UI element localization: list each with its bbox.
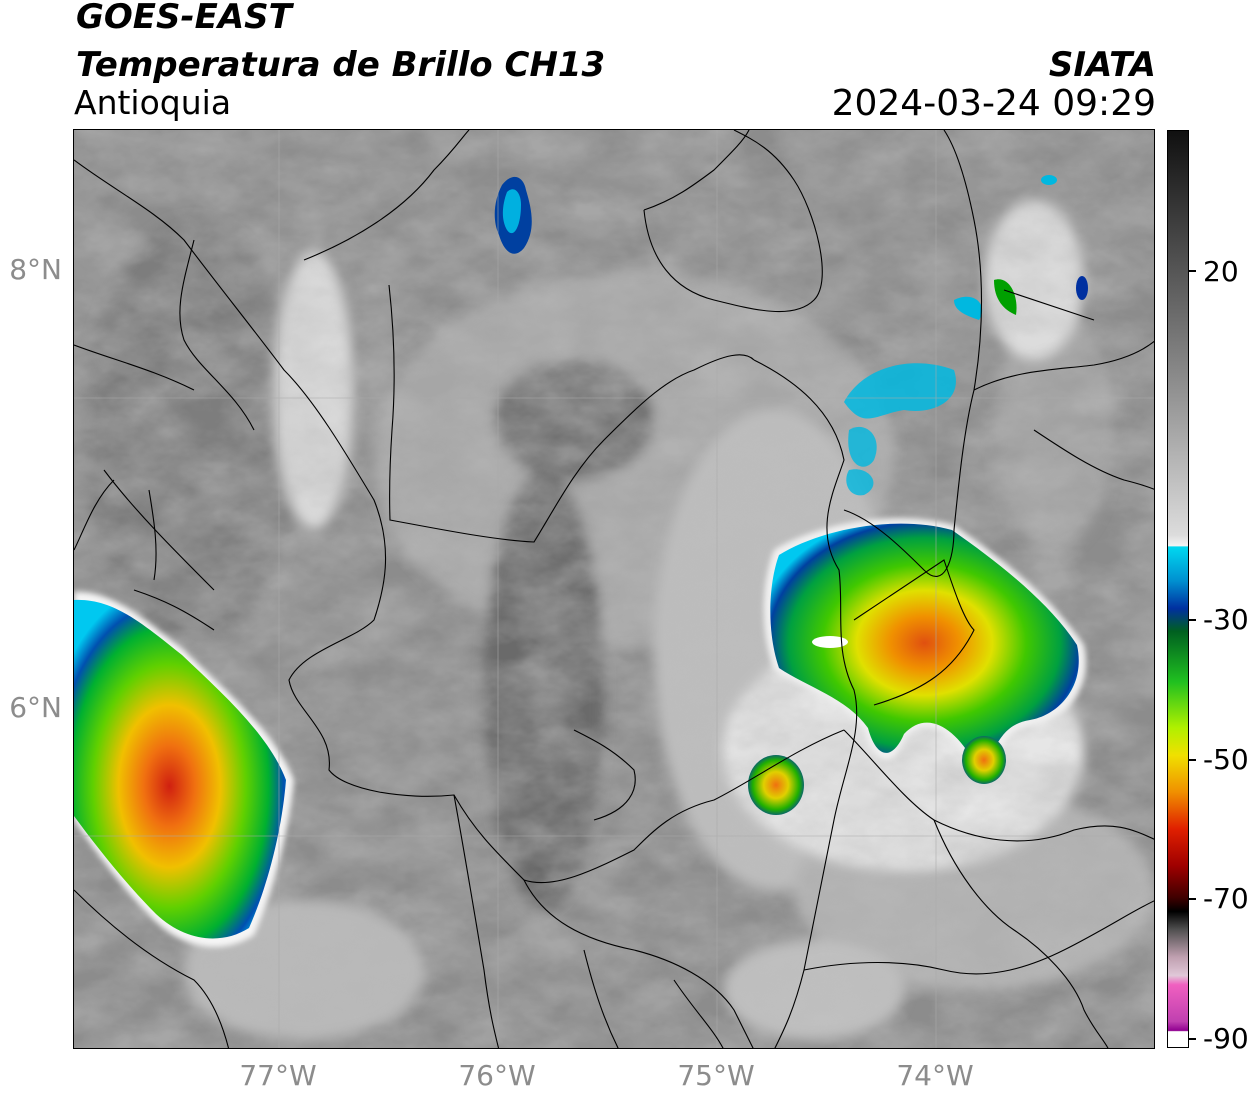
- storm-east: [763, 363, 1086, 770]
- storm-cell-south: [748, 736, 1006, 815]
- lat-label-6n: 6°N: [9, 691, 62, 724]
- colorbar-tick: [1189, 270, 1196, 272]
- storm-east-warm-spot: [812, 636, 848, 648]
- satellite-title: GOES-EAST: [76, 0, 292, 37]
- colorbar-tick: [1189, 898, 1196, 900]
- satellite-map: [73, 129, 1155, 1049]
- colorbar-tick: [1189, 619, 1196, 621]
- lon-label-74w: 74°W: [896, 1059, 974, 1092]
- product-title: Temperatura de Brillo CH13: [76, 45, 606, 85]
- storm-west: [74, 591, 294, 947]
- map-canvas: [74, 130, 1154, 1048]
- region-subtitle: Antioquia: [74, 83, 232, 122]
- organization-label: SIATA: [1048, 45, 1156, 85]
- lon-label-77w: 77°W: [239, 1059, 317, 1092]
- colorbar-label-minus90: -90: [1203, 1022, 1249, 1055]
- lat-label-8n: 8°N: [9, 253, 62, 286]
- colorbar-tick: [1189, 1038, 1196, 1040]
- colorbar: [1167, 130, 1189, 1048]
- lon-label-75w: 75°W: [677, 1059, 755, 1092]
- colorbar-label-20: 20: [1203, 255, 1239, 288]
- colorbar-tick: [1189, 759, 1196, 761]
- colorbar-label-minus70: -70: [1203, 882, 1249, 915]
- colorbar-label-minus30: -30: [1203, 603, 1249, 636]
- colorbar-label-minus50: -50: [1203, 743, 1249, 776]
- graticule: [74, 130, 1154, 1048]
- storm-cell-north: [494, 175, 1088, 320]
- datetime-label: 2024-03-24 09:29: [831, 83, 1156, 124]
- boundaries: [74, 130, 1154, 1048]
- lon-label-76w: 76°W: [458, 1059, 536, 1092]
